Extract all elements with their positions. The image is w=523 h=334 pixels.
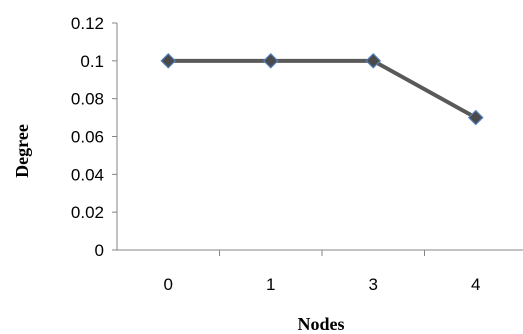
y-tick-label: 0	[95, 241, 104, 260]
x-axis-title: Nodes	[297, 314, 344, 334]
y-tick-label: 0.06	[71, 128, 104, 147]
y-tick-label: 0.02	[71, 203, 104, 222]
x-tick-label: 0	[164, 275, 173, 294]
y-axis-ticks: 0 0.02 0.04 0.06 0.08 0.1 0.12	[71, 14, 117, 260]
y-tick-label: 0.12	[71, 14, 104, 33]
x-tick-label: 3	[369, 275, 378, 294]
data-point-marker	[365, 52, 382, 69]
y-tick-label: 0.08	[71, 90, 104, 109]
data-point-marker	[262, 52, 279, 69]
series-line	[168, 58, 477, 120]
data-point-marker	[467, 109, 484, 126]
y-tick-label: 0.04	[71, 165, 104, 184]
series-group	[160, 52, 484, 126]
x-tick-label: 4	[471, 275, 480, 294]
y-tick-label: 0.1	[80, 52, 104, 71]
y-axis-title: Degree	[12, 124, 32, 178]
x-tick-label: 1	[266, 275, 275, 294]
data-point-marker	[160, 52, 177, 69]
x-axis-ticks: 0 1 3 4	[164, 250, 480, 294]
